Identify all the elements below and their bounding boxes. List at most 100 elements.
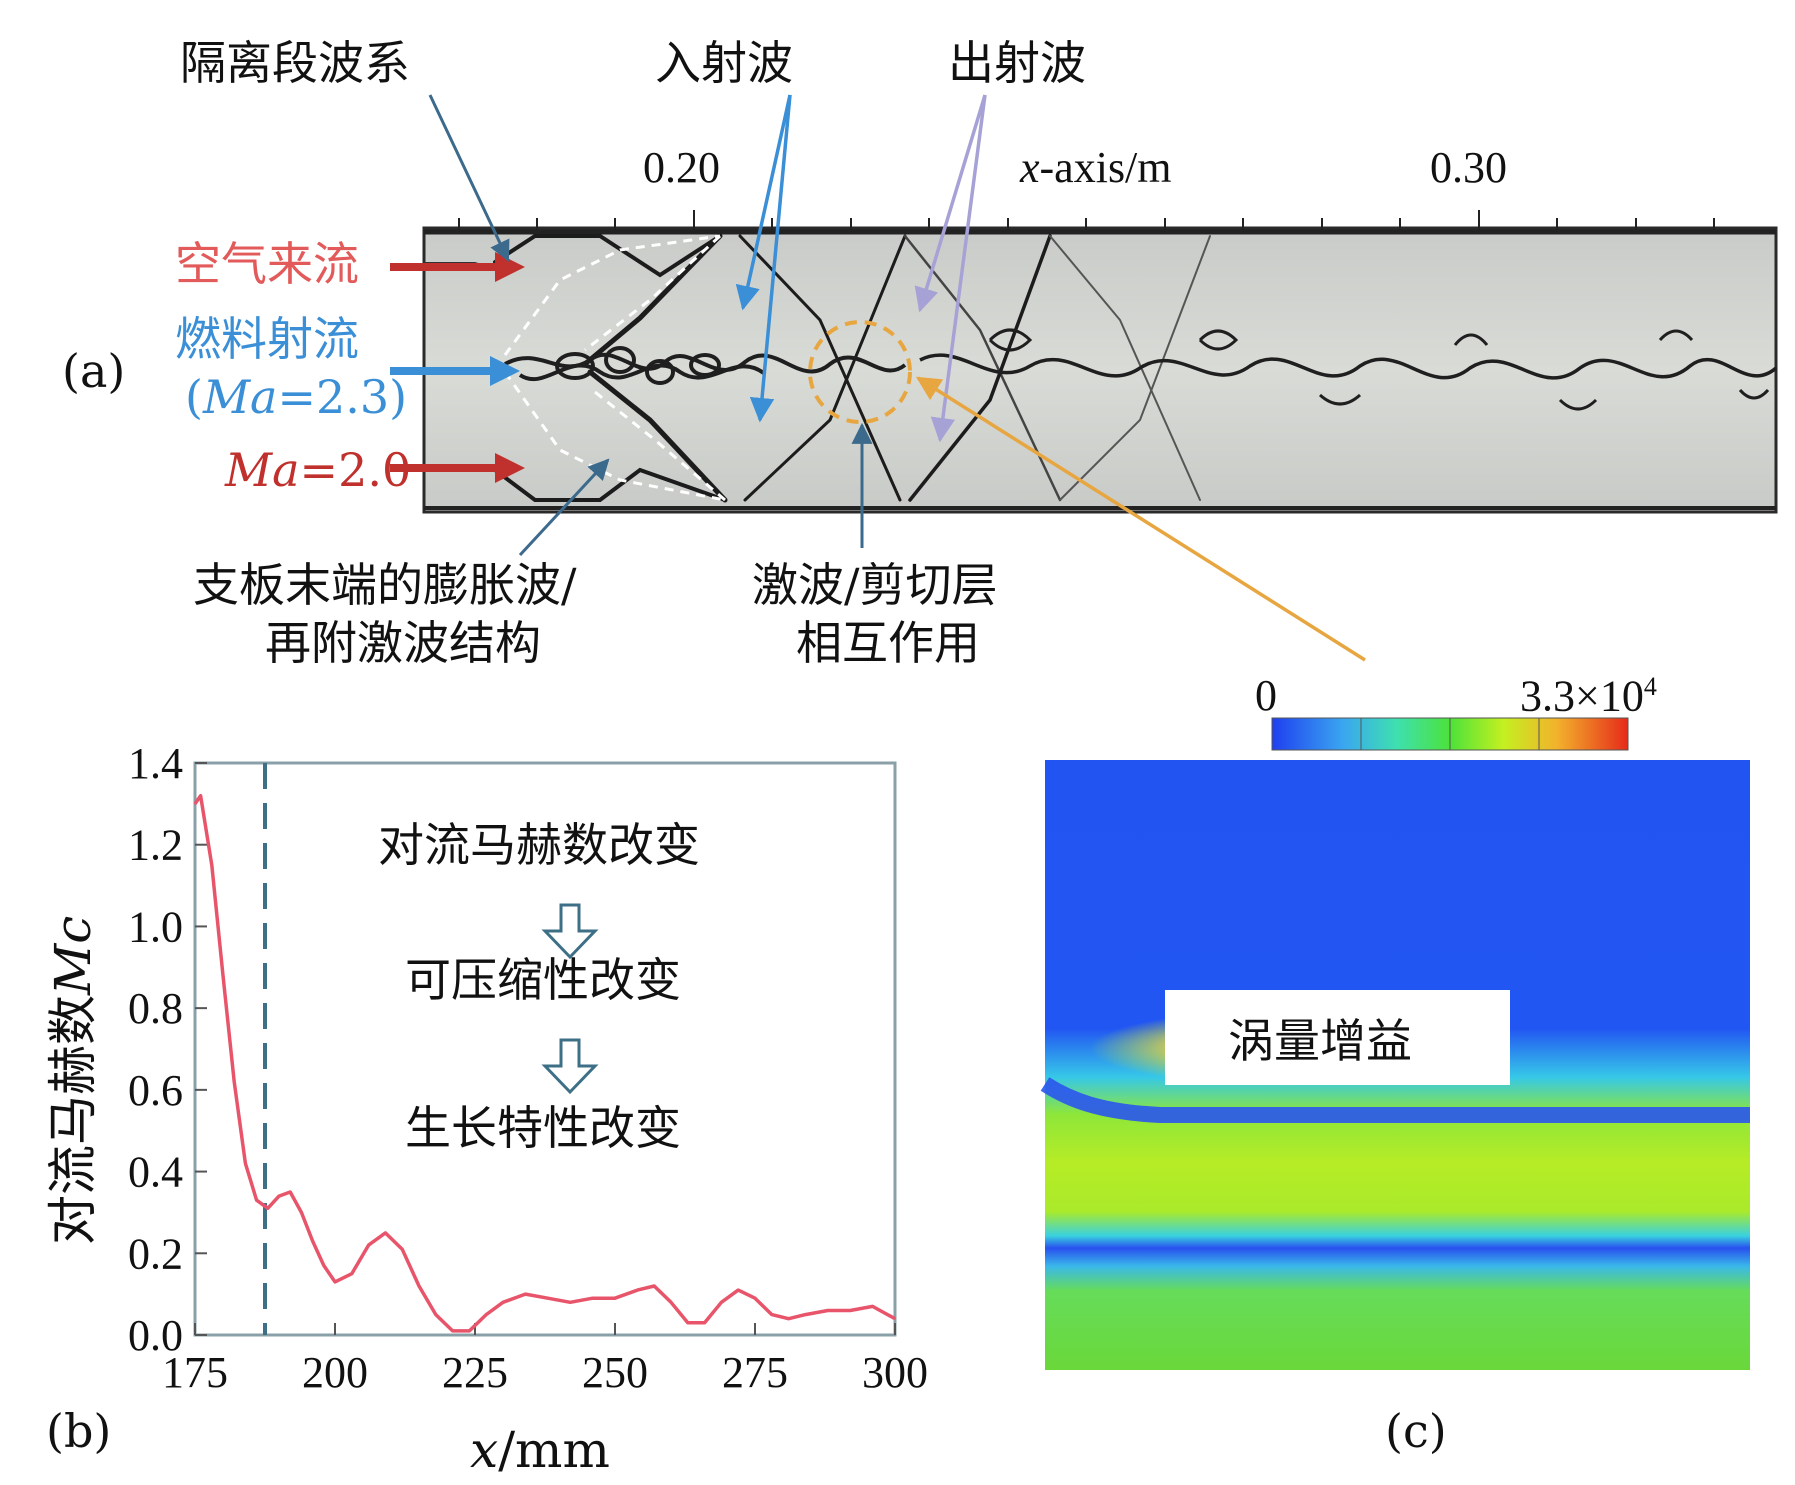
- x-tick-label-200: 200: [302, 1348, 368, 1397]
- y-tick-label-0.4: 0.4: [128, 1148, 183, 1197]
- series-point: [468, 1330, 471, 1332]
- series-point: [754, 1297, 756, 1300]
- y-tick-label-0.2: 0.2: [128, 1229, 183, 1278]
- inlet-air-mach-var: Ma: [225, 443, 300, 497]
- xlabel-rest: /mm: [498, 1421, 610, 1479]
- series-point: [367, 1244, 370, 1246]
- inlet-air-label: 空气来流: [175, 237, 359, 291]
- inlet-fuel-mach-var: Ma: [202, 370, 278, 424]
- series-point: [871, 1305, 874, 1308]
- inset-text-mc-change: 对流马赫数改变: [378, 818, 700, 872]
- shock-pattern: [493, 233, 1211, 503]
- x-axis-tick-label-0-20: 0.20: [643, 143, 720, 192]
- panel-b-ylabel: 对流马赫数Mc: [44, 916, 102, 1245]
- y-tick-label-1.0: 1.0: [128, 902, 183, 951]
- series-point: [591, 1297, 594, 1300]
- inlet-fuel-label: 燃料射流: [175, 312, 359, 366]
- series-point: [547, 1297, 549, 1300]
- y-tick-label-1.4: 1.4: [128, 739, 183, 788]
- annotation-interaction-line2: 相互作用: [796, 616, 980, 670]
- region-label-box: [1165, 990, 1510, 1085]
- x-axis-tick-label-0-30: 0.30: [1430, 143, 1507, 192]
- inlet-fuel-mach-val: =2.3): [277, 370, 408, 424]
- series-point: [653, 1285, 655, 1287]
- colorbar-min-label: 0: [1255, 671, 1277, 720]
- mc-line-chart: 0.0 0.2 0.4 0.6 0.8 1.0 1.2 1.4 175 200 225 250 275 3…: [128, 739, 928, 1397]
- down-arrow-icon: [541, 1038, 599, 1095]
- y-tick-label-0.6: 0.6: [128, 1066, 183, 1115]
- series-point: [804, 1313, 807, 1316]
- shear-layer-vortices: [504, 328, 1778, 411]
- series-line-0: [193, 793, 896, 1333]
- series-point: [233, 1080, 235, 1083]
- series-point: [737, 1289, 739, 1291]
- y-tick-label-0.0: 0.0: [128, 1311, 183, 1360]
- series-point: [267, 1207, 269, 1210]
- x-axis-title-var: x: [1020, 143, 1040, 192]
- series-point: [323, 1264, 325, 1267]
- inlet-fuel-mach-open: (: [185, 370, 203, 424]
- down-arrow-icon: [541, 903, 599, 960]
- x-tick-label-250: 250: [582, 1348, 648, 1397]
- annotation-interaction-line1: 激波/剪切层: [752, 558, 998, 612]
- series-point: [636, 1289, 639, 1291]
- series-point: [351, 1272, 353, 1275]
- x-tick-label-175: 175: [162, 1348, 228, 1397]
- series-point: [255, 1199, 258, 1201]
- vorticity-contour: [1040, 717, 1750, 1370]
- series-point: [451, 1330, 454, 1332]
- series-point: [199, 794, 202, 797]
- y-tick-label-1.2: 1.2: [128, 821, 183, 870]
- series-point: [614, 1297, 616, 1300]
- series-point: [289, 1191, 292, 1193]
- series-point: [418, 1285, 420, 1287]
- series-point: [569, 1301, 571, 1304]
- annotation-leaders: [428, 94, 1366, 662]
- series-point: [435, 1313, 437, 1316]
- x-axis-ticks: [458, 210, 1715, 232]
- annotation-expansion-line2: 再附激波结构: [265, 616, 541, 670]
- series-point: [787, 1317, 790, 1320]
- series-point: [401, 1248, 404, 1250]
- series-point: [278, 1195, 280, 1197]
- annotation-isolator-waves: 隔离段波系: [180, 36, 410, 90]
- colorbar-max-label: 3.3×104: [1520, 674, 1657, 719]
- series-point: [384, 1232, 387, 1234]
- ylabel-var: Mc: [44, 915, 102, 995]
- panel-a-label: (a): [62, 344, 126, 398]
- x-axis-title: x-axis/m: [1020, 146, 1172, 190]
- annotation-incident-wave: 入射波: [655, 36, 793, 90]
- series-point: [524, 1293, 527, 1295]
- panel-a-figure: [390, 94, 1778, 662]
- vorticity-gain-label: 涡量增益: [1228, 1014, 1412, 1068]
- series-point: [849, 1309, 851, 1312]
- panel-b-xlabel: x/mm: [470, 1425, 610, 1475]
- annotation-reflected-wave: 出射波: [948, 36, 1086, 90]
- inset-text-growth-change: 生长特性改变: [405, 1101, 681, 1155]
- interaction-highlight-circle: [808, 320, 912, 424]
- xlabel-var: x: [470, 1421, 499, 1479]
- series-point: [485, 1313, 488, 1316]
- series-point: [827, 1309, 829, 1312]
- ylabel-text: 对流马赫数: [44, 995, 102, 1245]
- series-point: [720, 1301, 723, 1304]
- series-point: [502, 1301, 504, 1304]
- x-tick-label-275: 275: [722, 1348, 788, 1397]
- series-point: [311, 1240, 314, 1242]
- series-point: [300, 1211, 303, 1214]
- series-point: [211, 864, 213, 866]
- panel-c-label: (c): [1385, 1404, 1447, 1458]
- series-point: [687, 1321, 689, 1324]
- y-tick-label-0.8: 0.8: [128, 984, 183, 1033]
- colorbar-max-exp: 4: [1643, 672, 1657, 701]
- inlet-air-mach-val: =2.0: [299, 443, 412, 497]
- series-point: [244, 1162, 247, 1165]
- series-point: [894, 1317, 896, 1320]
- inset-text-compressibility-change: 可压缩性改变: [405, 953, 681, 1007]
- x-axis-title-rest: -axis/m: [1039, 143, 1172, 192]
- series-point: [703, 1321, 706, 1324]
- plot-frame: [193, 761, 897, 1337]
- series-point: [670, 1301, 672, 1304]
- series-point: [222, 974, 224, 977]
- inlet-fuel-mach: (Ma=2.3): [185, 374, 407, 420]
